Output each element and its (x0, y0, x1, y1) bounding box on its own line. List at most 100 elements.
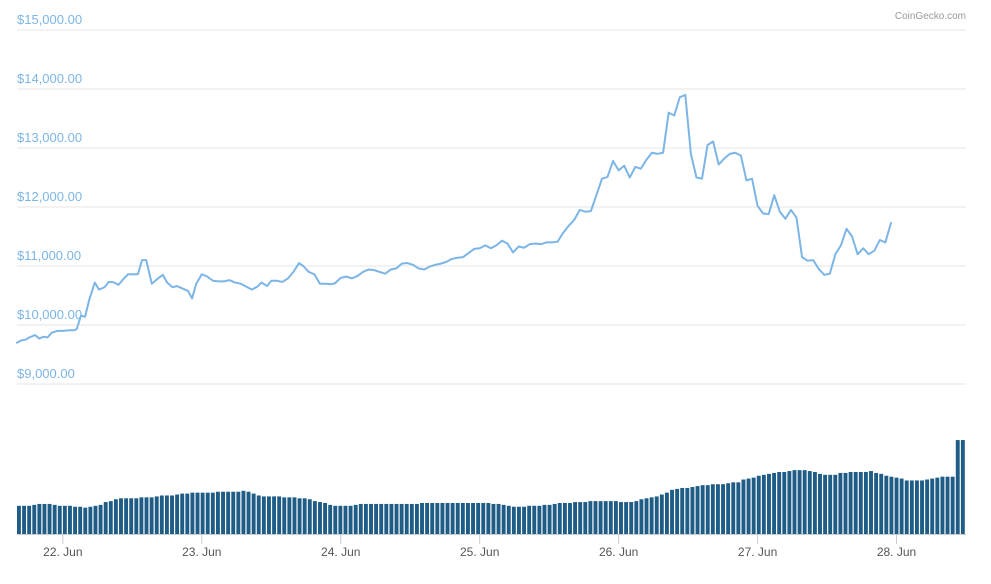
y-tick-label: $14,000.00 (17, 71, 82, 86)
volume-bar (593, 501, 598, 534)
volume-bar (267, 496, 271, 534)
x-tick-label: 28. Jun (877, 545, 916, 559)
volume-bar (108, 501, 113, 534)
volume-bar (149, 497, 154, 534)
volume-bar (338, 505, 343, 534)
volume-bar (139, 497, 144, 534)
x-tick-label: 24. Jun (321, 545, 360, 559)
volume-bar (613, 501, 618, 534)
volume-bar (471, 503, 475, 534)
volume-bar (394, 503, 399, 534)
volume-bar (940, 476, 945, 534)
volume-bar (272, 496, 277, 534)
volume-bar (323, 503, 328, 534)
volume-bar (904, 480, 909, 534)
volume-bar (751, 477, 756, 534)
volume-bars (17, 440, 965, 534)
volume-bar (879, 473, 884, 534)
volume-bar (246, 491, 251, 534)
volume-bar (945, 476, 950, 534)
volume-bar (828, 474, 833, 534)
volume-bar (343, 505, 348, 534)
volume-bar (231, 491, 236, 534)
volume-bar (843, 472, 848, 534)
volume-bar (384, 503, 389, 534)
volume-bar (287, 497, 292, 534)
volume-bar (435, 503, 440, 534)
volume-bar (450, 503, 455, 534)
volume-bar (853, 471, 858, 534)
x-tick-label: 25. Jun (460, 545, 499, 559)
credit-label[interactable]: CoinGecko.com (895, 11, 966, 22)
volume-bar (705, 485, 710, 534)
volume-bar (430, 503, 435, 534)
volume-bar (925, 479, 930, 534)
volume-bar (348, 505, 353, 534)
y-tick-label: $15,000.00 (17, 12, 82, 27)
volume-bar (358, 503, 363, 534)
volume-bar (914, 480, 919, 534)
volume-bar (455, 503, 460, 534)
volume-bar (710, 484, 715, 534)
volume-bar (547, 504, 552, 534)
volume-bar (302, 498, 307, 534)
volume-bar (52, 504, 57, 534)
volume-bar (619, 502, 623, 534)
volume-bar (690, 487, 695, 534)
volume-bar (894, 477, 899, 534)
x-tick-label: 27. Jun (738, 545, 777, 559)
volume-bar (307, 499, 312, 534)
volume-bar (756, 475, 761, 534)
volume-bar (634, 501, 639, 534)
volume-bar (731, 482, 736, 534)
volume-bar (588, 501, 593, 534)
volume-bar (935, 477, 940, 534)
y-tick-label: $12,000.00 (17, 189, 82, 204)
volume-bar (787, 471, 792, 534)
volume-bar (78, 506, 83, 534)
volume-bar (869, 471, 873, 534)
volume-bar (777, 471, 782, 534)
volume-bar (532, 505, 537, 534)
volume-bar (715, 484, 720, 534)
volume-bar (818, 473, 822, 534)
volume-bar (185, 493, 190, 534)
volume-bar (47, 503, 52, 534)
volume-bar (654, 496, 659, 534)
volume-bar (659, 494, 664, 534)
volume-bar (251, 493, 256, 534)
volume-bar (522, 506, 527, 534)
volume-bar (501, 504, 506, 534)
volume-bar (833, 474, 838, 534)
volume-bar (465, 503, 470, 534)
volume-bar (221, 491, 225, 534)
volume-bar (144, 497, 149, 534)
volume-bar (37, 503, 42, 534)
volume-bar (491, 503, 496, 534)
volume-bar (17, 505, 21, 534)
volume-bar (782, 471, 787, 534)
volume-bar (741, 479, 746, 534)
volume-bar (42, 503, 47, 534)
volume-bar (930, 478, 935, 534)
volume-bar (644, 498, 649, 534)
volume-bar (812, 471, 817, 534)
volume-bar (649, 497, 654, 534)
volume-bar (481, 503, 486, 534)
volume-bar (909, 480, 914, 534)
x-tick-label: 26. Jun (599, 545, 638, 559)
volume-bar (241, 490, 246, 534)
volume-bar (190, 492, 195, 534)
volume-bar (557, 503, 562, 534)
volume-bar (379, 503, 384, 534)
volume-bar (680, 487, 685, 534)
volume-bar (414, 503, 419, 534)
volume-bar (103, 502, 108, 534)
volume-bar (746, 478, 751, 534)
volume-bar (119, 498, 123, 534)
volume-bar (256, 495, 261, 534)
volume-bar (98, 504, 103, 534)
volume-bar (73, 506, 78, 534)
volume-bar (318, 502, 322, 534)
y-tick-label: $11,000.00 (17, 248, 81, 263)
